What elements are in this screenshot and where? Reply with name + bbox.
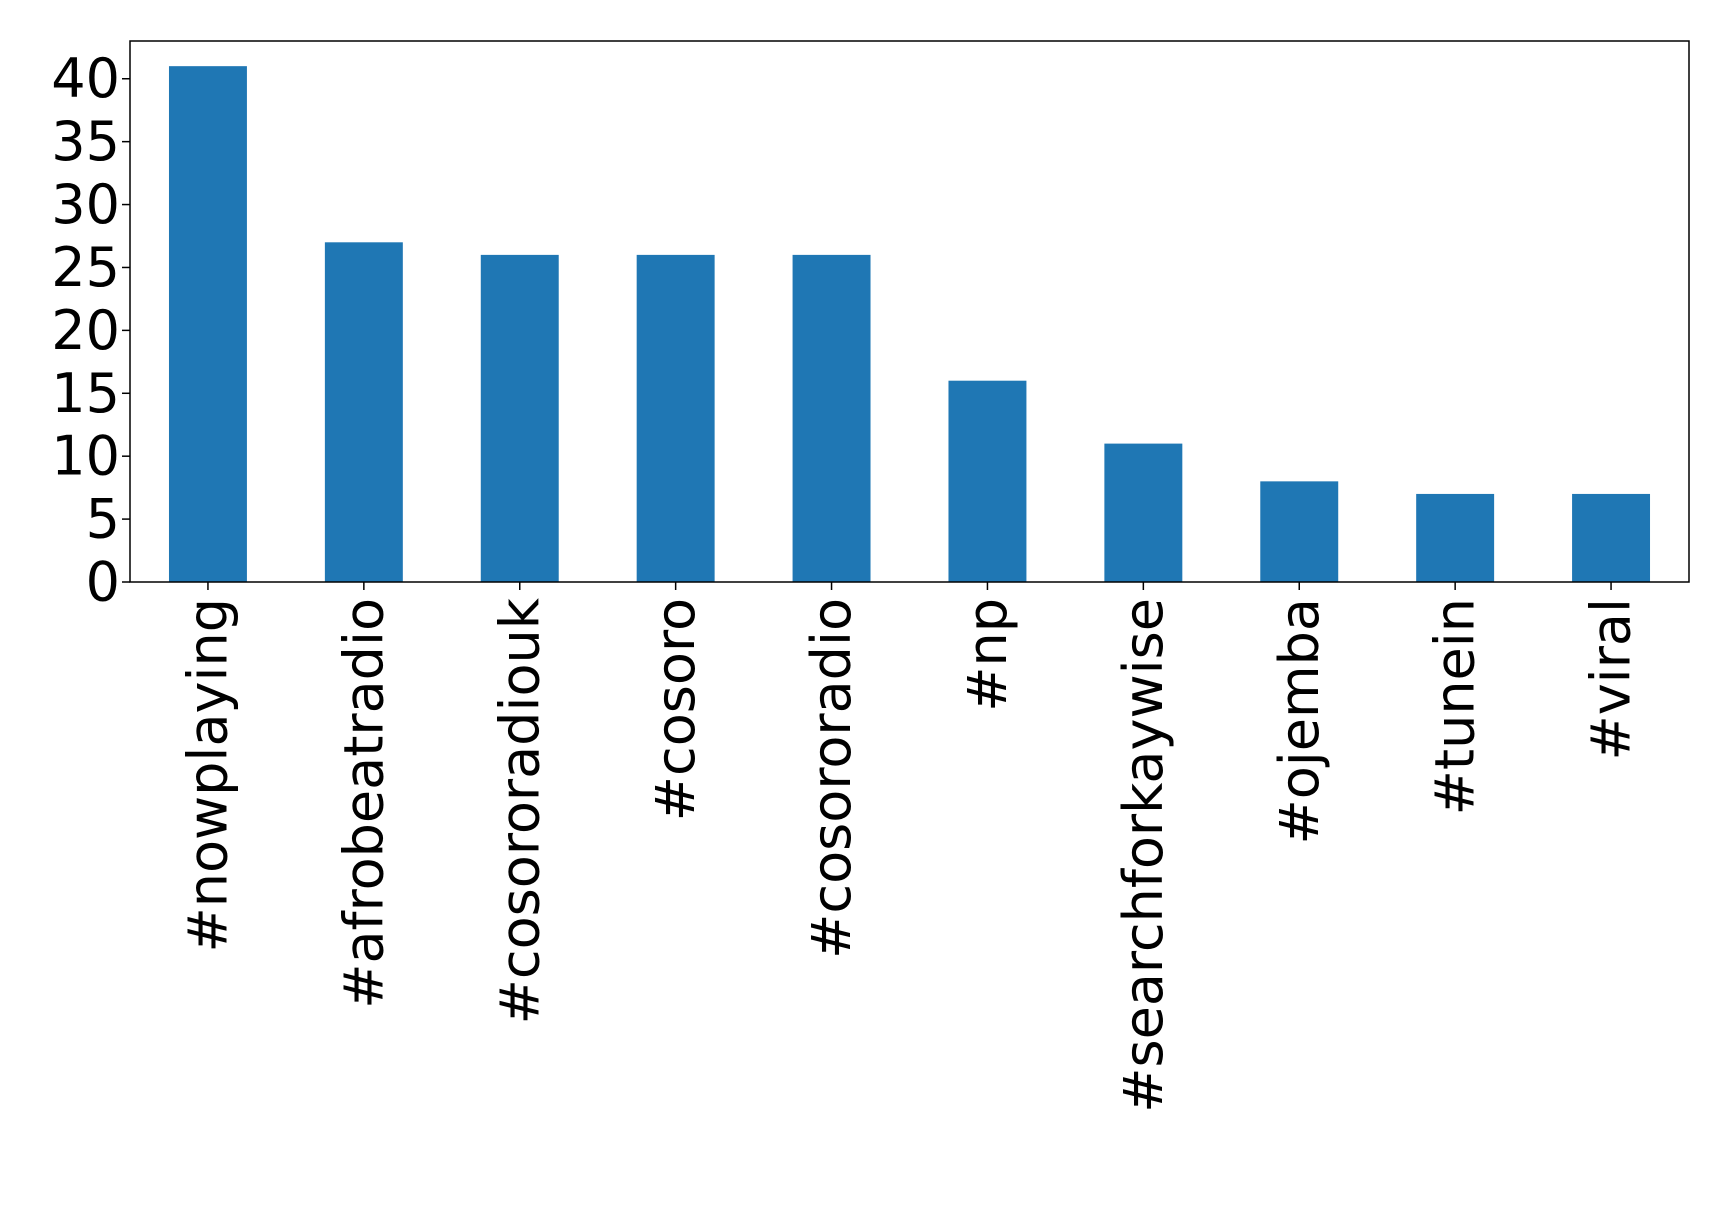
x-tick-label: #cosororadio — [800, 598, 863, 959]
y-tick-label: 10 — [51, 425, 120, 488]
bar — [1260, 481, 1339, 582]
y-tick-label: 30 — [51, 173, 120, 236]
bar — [1416, 493, 1495, 582]
x-axis: #nowplaying #afrobeatradio #cosororadiouk #… — [176, 582, 1643, 1113]
bar — [1572, 493, 1651, 582]
x-tick-label: #searchforkaywise — [1112, 598, 1175, 1113]
x-tick-label: #tunein — [1424, 598, 1487, 815]
x-tick-label: #np — [956, 598, 1019, 712]
y-tick-label: 15 — [51, 362, 120, 425]
y-tick-label: 35 — [51, 110, 120, 173]
bar — [168, 66, 247, 583]
bar — [324, 242, 403, 583]
x-tick-label: #afrobeatradio — [332, 598, 395, 1009]
bar — [792, 254, 871, 582]
x-tick-label: #nowplaying — [176, 598, 239, 953]
bar — [480, 254, 559, 582]
y-tick-label: 5 — [86, 488, 120, 551]
y-tick-label: 25 — [51, 236, 120, 299]
bars-group — [168, 66, 1651, 583]
x-tick-label: #viral — [1580, 598, 1643, 761]
plot-frame — [129, 40, 1690, 583]
y-tick-label: 40 — [51, 47, 120, 110]
y-tick-label: 20 — [51, 299, 120, 362]
x-tick-label: #ojemba — [1268, 598, 1331, 844]
bar — [636, 254, 715, 582]
y-tick-label: 0 — [86, 551, 120, 614]
x-tick-label: #cosororadiouk — [488, 597, 551, 1024]
bar — [948, 380, 1027, 582]
x-tick-label: #cosoro — [644, 598, 707, 821]
bar — [1104, 443, 1183, 582]
